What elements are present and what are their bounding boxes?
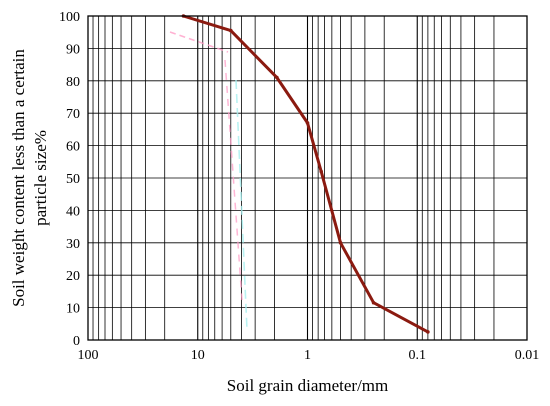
- y-tick-label: 60: [66, 140, 80, 155]
- y-tick-label: 10: [66, 302, 80, 317]
- data-point: [305, 121, 310, 125]
- x-tick-label: 0.1: [409, 348, 427, 363]
- y-axis-title-line-1: Soil weight content less than a certain: [9, 49, 28, 307]
- x-tick-label: 10: [191, 348, 205, 363]
- y-tick-label: 50: [66, 172, 80, 187]
- artifact-streak: [224, 59, 243, 301]
- data-point: [338, 241, 343, 245]
- y-tick-labels: 0 10 20 30 40 50 60 70 80 90 100: [59, 10, 80, 349]
- x-axis-title: Soil grain diameter/mm: [227, 376, 388, 395]
- y-tick-label: 80: [66, 75, 80, 90]
- data-point: [426, 330, 430, 334]
- data-point: [275, 75, 279, 80]
- y-axis-title: Soil weight content less than a certain …: [9, 49, 50, 307]
- series-line: [181, 14, 430, 334]
- x-tick-label: 100: [78, 348, 99, 363]
- data-point: [371, 300, 376, 305]
- y-tick-label: 30: [66, 237, 80, 252]
- data-point: [319, 169, 324, 174]
- y-tick-label: 40: [66, 204, 80, 219]
- y-axis-title-line-2: particle size%: [31, 130, 50, 226]
- y-tick-label: 0: [73, 334, 80, 349]
- series-layer: [181, 14, 430, 334]
- x-tick-labels: 100 10 1 0.1 0.01: [78, 348, 540, 363]
- y-tick-label: 90: [66, 42, 80, 57]
- y-tick-label: 20: [66, 269, 80, 284]
- y-tick-label: 70: [66, 107, 80, 122]
- data-point: [228, 28, 233, 33]
- x-tick-label: 1: [304, 348, 311, 363]
- x-tick-label: 0.01: [515, 348, 540, 363]
- plot-frame: [87, 15, 528, 341]
- y-tick-label: 100: [59, 10, 80, 25]
- artifact-streak: [169, 31, 229, 53]
- scan-artifacts: [169, 31, 248, 331]
- grid: [88, 16, 527, 340]
